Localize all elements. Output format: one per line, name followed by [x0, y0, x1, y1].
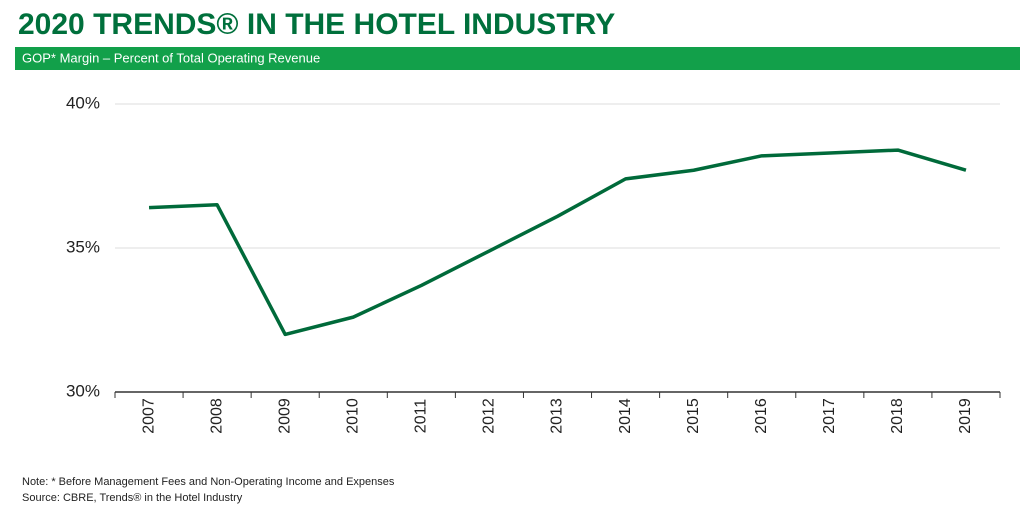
- x-tick-label: 2016: [753, 398, 770, 434]
- x-tick-label: 2019: [957, 398, 974, 434]
- x-tick-label: 2012: [481, 398, 498, 434]
- x-tick-label: 2018: [889, 398, 906, 434]
- x-tick-label: 2014: [617, 398, 634, 434]
- subtitle-band: [15, 47, 1020, 70]
- x-tick-label: 2007: [140, 398, 157, 434]
- x-tick-label: 2009: [276, 398, 293, 434]
- chart-subtitle: GOP* Margin – Percent of Total Operating…: [22, 50, 320, 65]
- x-tick-label: 2015: [685, 398, 702, 434]
- x-tick-label: 2010: [344, 398, 361, 434]
- chart-title: 2020 TRENDS® IN THE HOTEL INDUSTRY: [18, 8, 615, 41]
- note: Note: * Before Management Fees and Non-O…: [22, 476, 395, 488]
- source: Source: CBRE, Trends® in the Hotel Indus…: [22, 492, 243, 504]
- y-tick-label: 30%: [66, 381, 100, 400]
- y-tick-label: 40%: [66, 93, 100, 112]
- x-tick-label: 2013: [549, 398, 566, 434]
- y-tick-label: 35%: [66, 237, 100, 256]
- x-tick-label: 2008: [208, 398, 225, 434]
- x-tick-label: 2017: [821, 398, 838, 434]
- x-tick-label: 2011: [413, 399, 430, 434]
- line-series: [148, 148, 967, 337]
